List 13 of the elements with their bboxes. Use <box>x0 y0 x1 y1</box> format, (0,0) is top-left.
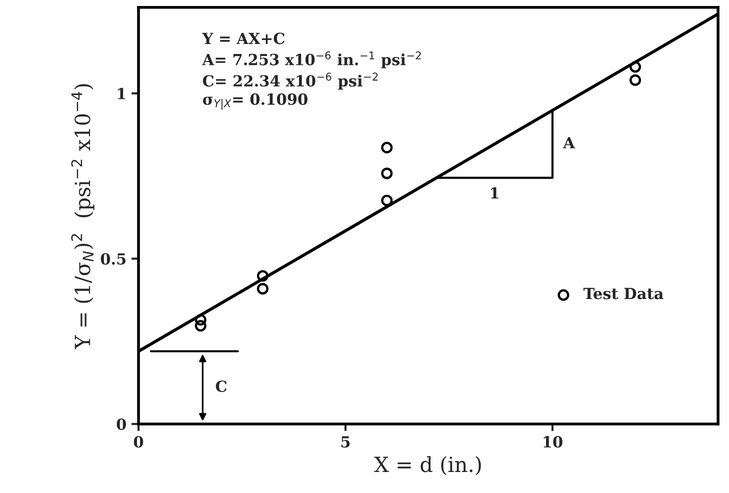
x-tick-label: 10 <box>544 436 562 448</box>
x-tick-label: 0 <box>134 436 144 448</box>
y-tick-label: 0 <box>116 418 126 430</box>
text: Y = AX+C A= 7.253 x10$^{−6}$ in.$^{−1}$ psi$^{−2}$ C= 22.34 x10$^{−6}$ psi$^{−2}$ σ$_{Y|X}$= 0.1090 <box>202 32 421 110</box>
text: Y = (1/σ$_{N}$)$^{2}$ (psi$^{−2}$ x10$^{−4}$) <box>71 84 94 350</box>
x-axis-title: X = d (in.) <box>374 456 481 476</box>
legend-label: Test Data <box>584 288 664 300</box>
x-tick-label: 5 <box>341 436 350 448</box>
y-tick-label: 1 <box>118 88 126 100</box>
y-tick-label: 0.5 <box>100 253 126 265</box>
annotation: 1 <box>491 187 498 199</box>
annotation: C <box>216 380 227 392</box>
annotation: A <box>562 137 576 148</box>
